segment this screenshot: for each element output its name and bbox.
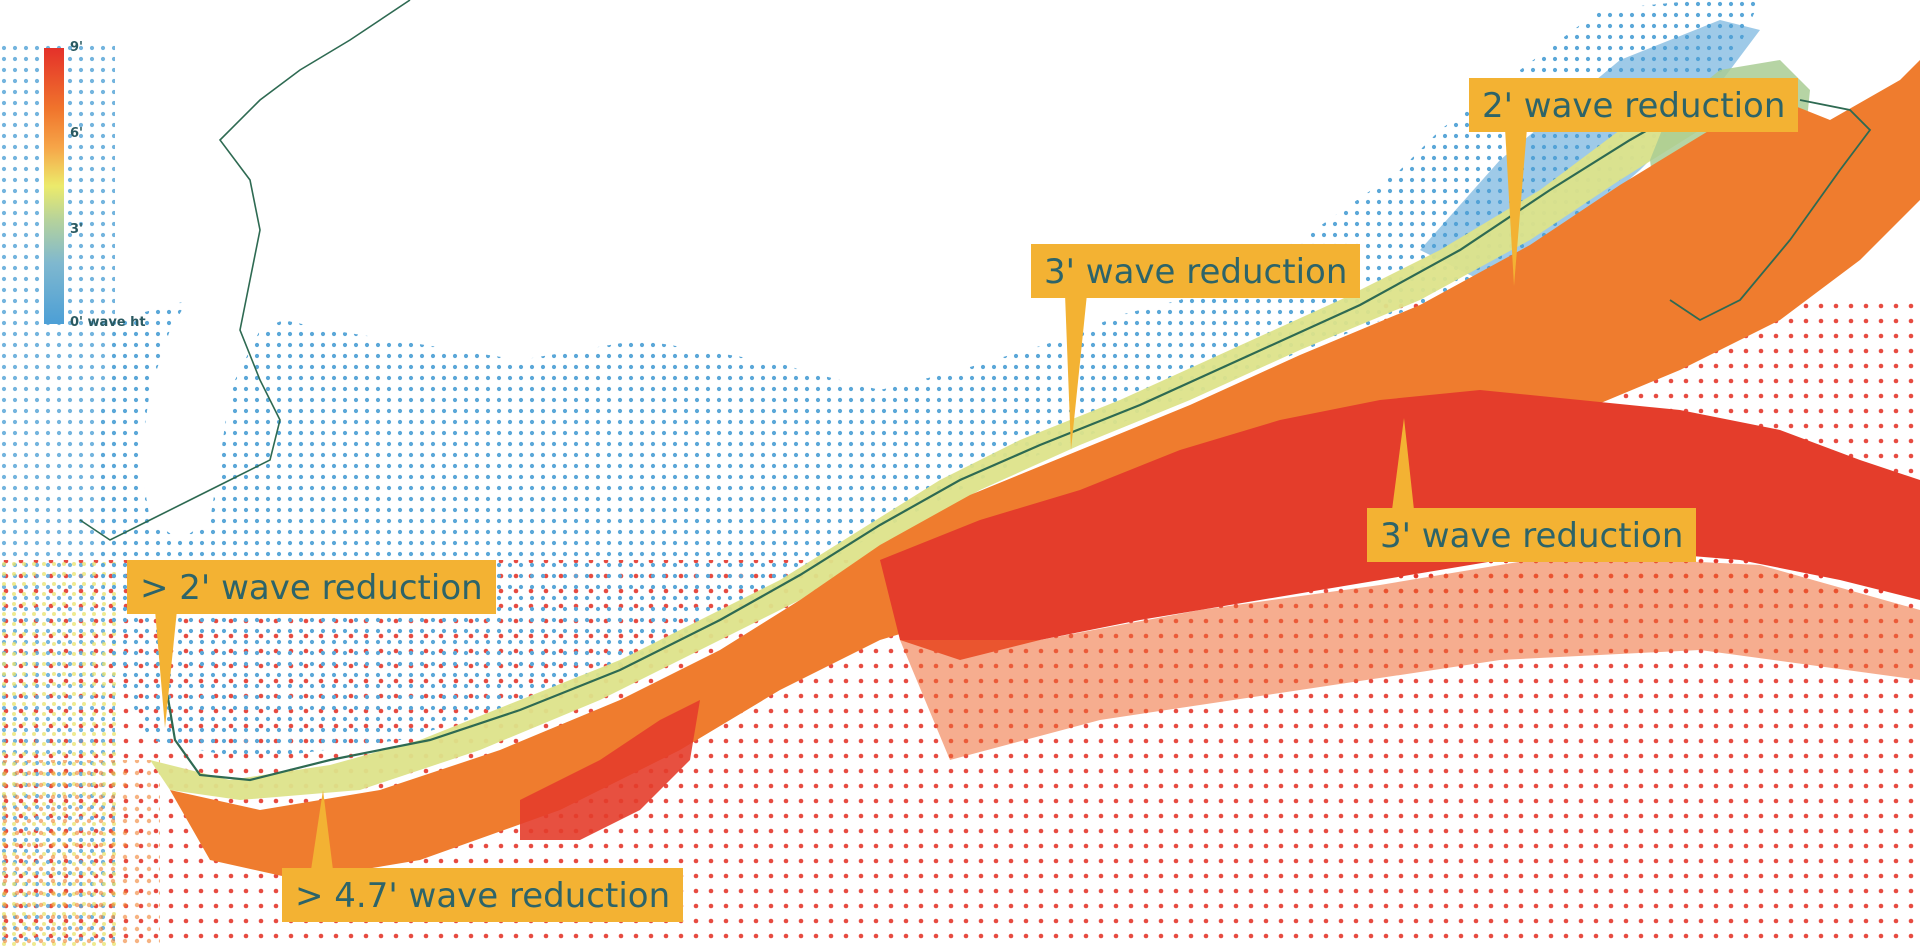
callout-3ft-reduction-north: 3' wave reduction <box>1031 244 1361 298</box>
coast-outline-north <box>79 0 411 541</box>
sheltered-bay-water <box>100 0 1760 760</box>
wetland-outline <box>1669 99 1872 322</box>
wave-height-legend-bar <box>44 48 64 324</box>
nearshore-orange-band <box>170 60 1920 880</box>
callout-3ft-reduction-south: 3' wave reduction <box>1367 508 1697 562</box>
shoreline-line <box>163 88 1761 782</box>
callout-gt4-7ft-reduction-south: > 4.7' wave reduction <box>282 868 684 922</box>
callout-pointer-5 <box>311 790 333 870</box>
legend-label-6: 6' <box>70 126 84 141</box>
callout-pointer-3 <box>1392 418 1414 510</box>
open-water-red-fade <box>900 555 1920 760</box>
callout-gt2ft-reduction-west: > 2' wave reduction <box>127 560 496 614</box>
land-mass <box>140 0 1560 540</box>
callout-pointer-4 <box>155 610 177 728</box>
west-dots-hot <box>0 760 160 947</box>
high-wave-red-zone-west <box>520 700 700 840</box>
legend-label-3: 3' <box>70 222 84 237</box>
callout-pointer-2 <box>1065 294 1087 450</box>
legend-label-9: 9' <box>70 40 84 55</box>
legend-label-0-wave-ht: 0' wave ht <box>70 315 146 330</box>
barrier-yellow-band <box>150 80 1760 800</box>
callout-2ft-reduction-east: 2' wave reduction <box>1469 78 1799 132</box>
callout-pointer-1 <box>1505 128 1527 286</box>
